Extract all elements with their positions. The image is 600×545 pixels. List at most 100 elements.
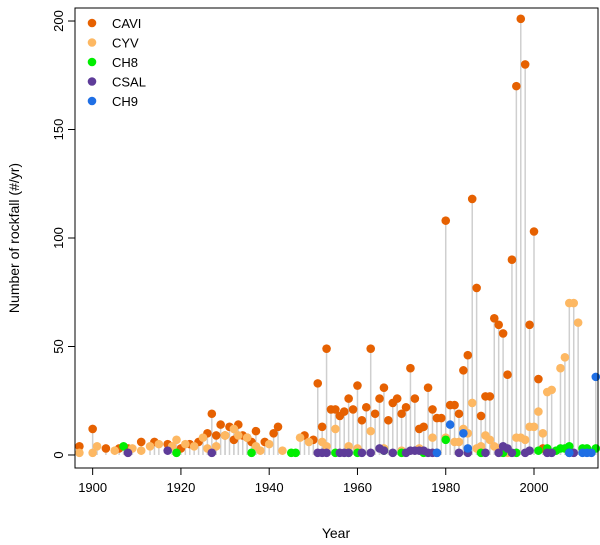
y-tick-label: 200 — [51, 10, 66, 32]
point-cavi — [370, 409, 380, 419]
point-cavi — [357, 415, 367, 425]
point-cavi — [216, 420, 225, 429]
point-cavi — [211, 431, 221, 440]
point-cyv — [529, 422, 539, 432]
point-csal — [207, 448, 217, 458]
point-cyv — [520, 435, 530, 445]
point-csal — [322, 448, 331, 458]
legend-label-ch8: CH8 — [112, 55, 138, 70]
point-cyv — [467, 398, 477, 408]
point-cavi — [476, 411, 486, 421]
point-cyv — [569, 298, 579, 308]
point-cavi — [489, 313, 499, 323]
y-axis: 0 50 100 150 200 — [51, 10, 75, 459]
point-csal — [123, 448, 133, 458]
point-ch8 — [534, 446, 543, 455]
legend-label-csal: CSAL — [112, 75, 146, 90]
point-cavi — [437, 413, 446, 423]
point-cyv — [256, 446, 265, 455]
point-csal — [388, 448, 398, 458]
point-cavi — [406, 363, 415, 373]
point-cyv — [547, 385, 556, 395]
x-tick-label: 1940 — [255, 480, 284, 495]
point-cyv — [233, 431, 243, 440]
point-cavi — [450, 400, 459, 410]
point-csal — [366, 448, 376, 458]
point-cyv — [476, 442, 486, 451]
plot-frame — [74, 7, 599, 469]
point-cavi — [516, 14, 526, 24]
point-cavi — [348, 405, 358, 414]
y-tick-label: 150 — [51, 119, 66, 141]
point-csal — [344, 448, 353, 458]
point-cavi — [75, 442, 84, 451]
point-ch8 — [291, 448, 300, 458]
point-cyv — [331, 424, 340, 434]
point-csal — [507, 448, 517, 458]
point-cavi — [361, 402, 371, 412]
x-axis: 1900 1920 1940 1960 1980 2000 — [78, 467, 548, 495]
point-cavi — [136, 437, 146, 447]
point-cyv — [110, 446, 120, 455]
point-cavi — [401, 402, 411, 412]
point-cavi — [339, 407, 349, 416]
legend-label-cavi: CAVI — [112, 16, 141, 31]
point-cavi — [366, 344, 376, 353]
point-cyv — [485, 435, 495, 445]
point-cyv — [428, 433, 437, 442]
point-cavi — [375, 394, 384, 403]
legend-marker-csal — [87, 77, 97, 86]
point-cavi — [397, 409, 406, 419]
point-cavi — [467, 194, 477, 204]
point-ch8 — [565, 442, 574, 451]
point-ch9 — [432, 448, 442, 458]
point-cyv — [211, 442, 221, 451]
point-ch9 — [445, 420, 455, 429]
point-cavi — [251, 426, 261, 436]
point-cavi — [423, 383, 433, 393]
point-cavi — [520, 60, 530, 69]
point-cyv — [454, 437, 464, 447]
point-cyv — [189, 442, 199, 451]
y-tick-label: 50 — [51, 339, 66, 353]
point-cavi — [101, 444, 111, 453]
point-cyv — [304, 437, 314, 447]
point-cavi — [454, 409, 464, 419]
point-cavi — [428, 405, 437, 414]
point-cavi — [392, 394, 402, 403]
point-cyv — [88, 448, 97, 458]
legend: CAVI CYV CH8 CSAL CH9 — [87, 16, 146, 109]
point-cavi — [498, 329, 508, 338]
point-ch9 — [591, 372, 600, 382]
point-cyv — [322, 442, 331, 451]
point-cyv — [92, 442, 102, 451]
x-tick-label: 1900 — [78, 480, 107, 495]
point-csal — [494, 448, 503, 458]
legend-marker-cavi — [87, 18, 97, 28]
point-csal — [379, 446, 389, 455]
point-ch8 — [119, 442, 128, 451]
points-layer — [75, 14, 600, 458]
point-cyv — [344, 442, 353, 451]
x-tick-label: 1920 — [166, 480, 195, 495]
point-cavi — [269, 428, 278, 438]
point-csal — [163, 446, 172, 455]
point-cavi — [379, 383, 389, 393]
point-cavi — [494, 320, 503, 330]
point-cyv — [295, 433, 305, 442]
point-cavi — [441, 216, 451, 225]
point-cavi — [534, 374, 543, 384]
y-tick-label: 0 — [51, 451, 66, 458]
point-ch8 — [247, 448, 256, 458]
point-cyv — [75, 448, 84, 458]
point-cyv — [573, 318, 583, 327]
point-cyv — [198, 433, 208, 442]
point-cyv — [181, 439, 190, 449]
x-tick-label: 1960 — [343, 480, 372, 495]
point-cavi — [353, 381, 362, 390]
point-ch9 — [459, 428, 468, 438]
point-csal — [481, 448, 490, 458]
point-cyv — [264, 439, 274, 449]
point-cavi — [88, 424, 97, 434]
point-cavi — [331, 405, 340, 414]
